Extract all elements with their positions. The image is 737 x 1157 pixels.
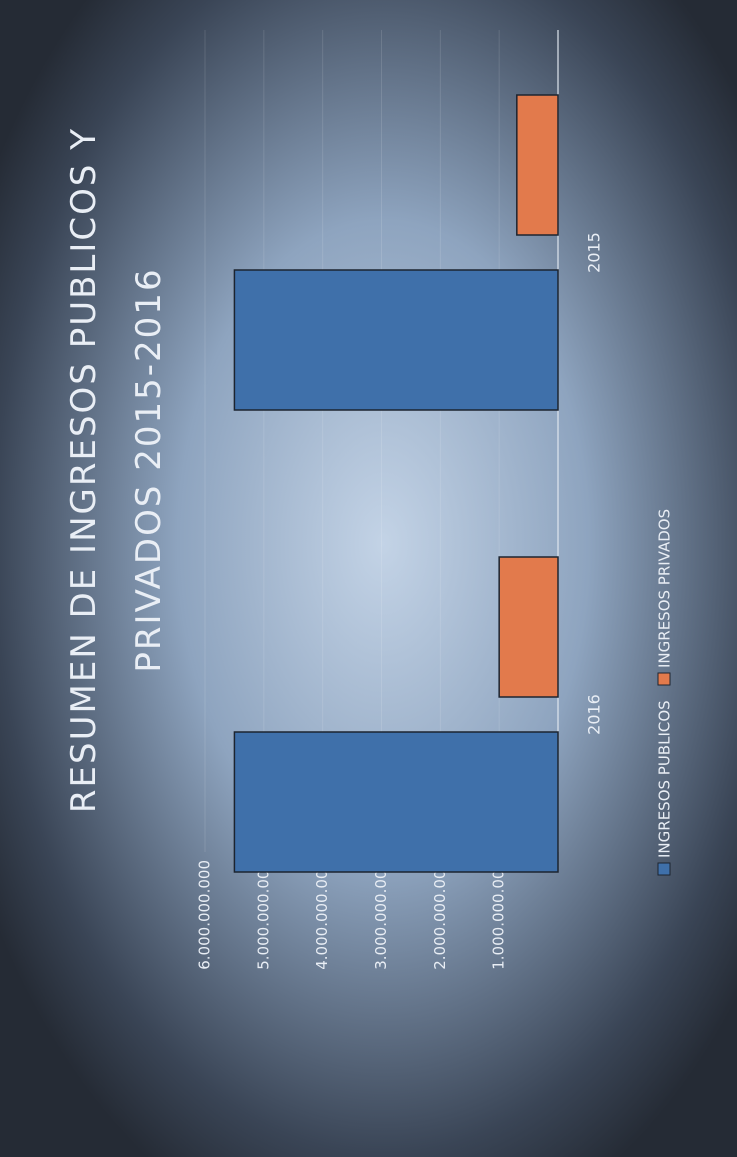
y-tick-label: 6.000.000.000	[196, 860, 214, 970]
legend-swatch	[657, 862, 671, 876]
x-tick-label: 2015	[585, 232, 604, 273]
rotated-chart: RESUMEN DE INGRESOS PUBLICOS Y PRIVADOS 2…	[64, 30, 674, 970]
legend-label: INGRESOS PRIVADOS	[656, 509, 674, 668]
bar	[233, 269, 559, 411]
x-tick-label: 2016	[585, 694, 604, 735]
y-tick-label: 2.000.000.000	[431, 860, 449, 970]
bar	[233, 731, 559, 873]
bar	[516, 94, 559, 236]
chart-title: RESUMEN DE INGRESOS PUBLICOS Y PRIVADOS 2…	[64, 127, 169, 813]
y-tick-label: 5.000.000.000	[254, 860, 272, 970]
bar	[498, 556, 559, 698]
legend-swatch	[657, 672, 671, 686]
legend-label: INGRESOS PUBLICOS	[656, 700, 674, 858]
y-tick-label: 3.000.000.000	[372, 860, 390, 970]
y-tick-label: 1.000.000.000	[490, 860, 508, 970]
y-tick-label: 4.000.000.000	[313, 860, 331, 970]
